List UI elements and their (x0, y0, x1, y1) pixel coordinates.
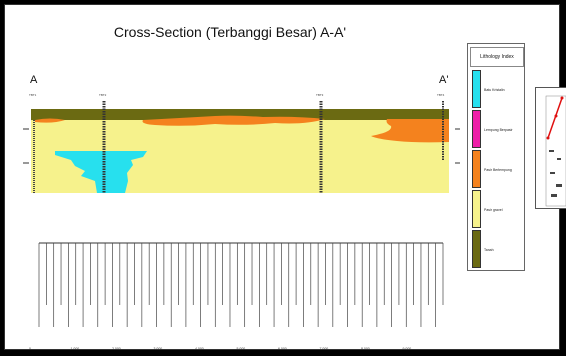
section-start-label: A (30, 74, 38, 86)
legend-label: Batu Kristalin (484, 88, 505, 92)
pasir-berlempung-lens-left (35, 118, 65, 123)
inset-frame (545, 95, 566, 207)
pasir-berlempung-lens-right (371, 119, 449, 143)
legend-swatch (472, 190, 481, 228)
x-tick-label: 1.000 (70, 347, 80, 351)
map-symbol (550, 172, 555, 174)
location-map-inset (535, 87, 566, 209)
legend-label: Pasir gravel (484, 208, 503, 212)
batu-kristalin-body (55, 151, 147, 193)
x-tick-label: 3.000 (153, 347, 163, 351)
pasir-berlempung-lens-middle (142, 115, 325, 126)
section-point (546, 136, 550, 140)
x-tick-label: 7.000 (319, 347, 329, 351)
legend-label: Pasir Berlempung (484, 168, 512, 172)
section-point (560, 96, 564, 100)
well-label-1: TBT1 (29, 93, 37, 97)
map-symbol (556, 184, 562, 187)
legend-swatch (472, 150, 481, 188)
x-tick-label: 5.000 (236, 347, 246, 351)
figure-title: Cross-Section (Terbanggi Besar) A-A' (113, 24, 347, 40)
legend-swatch (472, 110, 481, 148)
map-symbol (549, 150, 554, 152)
x-tick-label: 0 (29, 347, 31, 351)
section-line (547, 97, 563, 139)
section-end-label: A' (439, 74, 449, 86)
x-tick-label: 4.000 (195, 347, 204, 351)
well-label-3: TBT3 (316, 93, 324, 97)
map-symbol (551, 194, 557, 197)
section-point (554, 114, 558, 118)
well-label-4: TBT4 (437, 93, 445, 97)
tanah-layer (31, 109, 449, 120)
legend-label: Tanah (484, 248, 494, 252)
legend-label: Lempung Berpasir (484, 128, 513, 132)
cross-section-drawing (23, 101, 460, 327)
scale-comb (38, 243, 444, 327)
legend-title: Lithology Index (470, 47, 524, 67)
well-label-2: TBT2 (99, 93, 107, 97)
lithology-legend: Lithology Index Batu Kristalin Lempung Be… (467, 43, 525, 271)
map-symbol (557, 158, 561, 160)
x-tick-label: 6.000 (278, 347, 287, 351)
x-tick-label: 9.000 (402, 347, 412, 351)
figure-frame: Cross-Section (Terbanggi Besar) A-A' A A… (4, 4, 566, 351)
x-tick-label: 8.000 (361, 347, 370, 351)
legend-swatch (472, 230, 481, 268)
legend-swatch (472, 70, 481, 108)
location-map-drawing (545, 95, 566, 207)
x-tick-label: 2.000 (112, 347, 121, 351)
